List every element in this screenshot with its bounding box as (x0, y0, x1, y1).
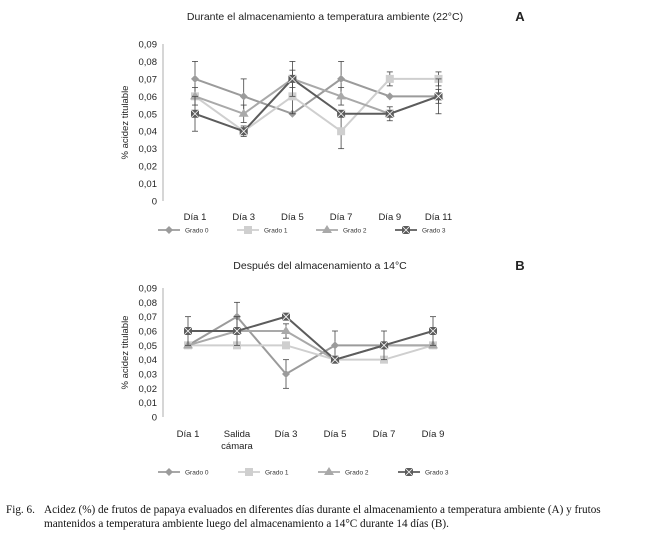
series-grado-1 (191, 71, 443, 150)
y-tick-label: 0,09 (139, 284, 158, 295)
y-tick-label: 0,04 (139, 127, 158, 138)
data-point (232, 326, 242, 336)
y-tick-label: 0,05 (139, 109, 158, 120)
legend-marker (245, 468, 253, 476)
chart-title: Durante el almacenamiento a temperatura … (187, 11, 463, 23)
y-tick-label: 0,03 (139, 370, 158, 381)
y-tick-label: 0,07 (139, 74, 158, 85)
series-line (194, 77, 439, 133)
series-line (188, 315, 434, 361)
caption-text: Acidez (%) de frutos de papaya evaluados… (44, 504, 601, 530)
y-tick-label: 0,08 (139, 298, 158, 309)
series-line (194, 77, 439, 133)
x-tick-label: Día 7 (373, 429, 396, 440)
series-line (187, 330, 433, 361)
y-tick-label: 0 (152, 197, 157, 208)
chart-title: Después del almacenamiento a 14°C (233, 260, 407, 272)
legend-label: Grado 0 (185, 228, 209, 235)
data-point (282, 341, 290, 350)
y-tick-label: 0,02 (139, 162, 158, 173)
data-point (434, 92, 443, 101)
legend-label: Grado 2 (343, 228, 367, 235)
data-point (281, 326, 291, 334)
data-point (385, 109, 395, 119)
x-tick-label: Día 1 (177, 429, 200, 440)
legend-label: Grado 1 (265, 470, 289, 477)
data-point (239, 92, 248, 101)
y-axis-label: % acidez titulable (120, 86, 131, 160)
legend-marker (165, 468, 173, 476)
y-tick-label: 0,09 (139, 40, 158, 51)
x-tick-label: Salida (224, 429, 251, 440)
data-point (379, 341, 389, 350)
x-tick-label: cámara (221, 441, 253, 452)
series-grado-2 (183, 323, 438, 363)
x-tick-label: Día 1 (184, 212, 207, 223)
series-grado-3 (183, 312, 438, 364)
y-tick-label: 0,02 (139, 384, 158, 395)
x-tick-label: Día 3 (232, 212, 255, 223)
x-tick-label: Día 3 (275, 429, 298, 440)
y-tick-label: 0,06 (139, 92, 158, 103)
data-point (331, 341, 339, 350)
y-tick-label: 0,06 (139, 327, 158, 338)
chart-b: Después del almacenamiento a 14°C B 0 0,01 0… (120, 258, 525, 477)
data-point (238, 108, 249, 117)
data-point (336, 91, 347, 100)
x-tick-label: Día 11 (425, 212, 452, 223)
x-tick-label: Día 9 (422, 429, 445, 440)
y-tick-label: 0,08 (139, 57, 158, 68)
data-point (428, 326, 438, 336)
data-point (239, 126, 248, 136)
y-tick-label: 0,01 (139, 398, 158, 409)
y-tick-label: 0 (152, 413, 157, 424)
legend-label: Grado 3 (425, 470, 449, 477)
series-grado-3 (190, 61, 443, 137)
legend: Grado 0 Grado 1 Grado 2 Grado 3 (158, 467, 449, 477)
data-point (330, 355, 340, 364)
y-tick-label: 0,05 (139, 341, 158, 352)
data-point (281, 312, 291, 321)
x-tick-label: Día 5 (324, 429, 347, 440)
x-tick-label: Día 7 (330, 212, 353, 223)
data-point (190, 91, 200, 100)
data-point (190, 109, 200, 119)
legend-label: Grado 0 (185, 470, 209, 477)
caption-label: Fig. 6. (6, 504, 35, 516)
panel-letter: B (515, 258, 524, 273)
figure-caption: Fig. 6. Acidez (%) de frutos de papaya e… (6, 503, 642, 531)
legend-marker (322, 225, 332, 233)
y-tick-label: 0,03 (139, 144, 158, 155)
data-point (336, 109, 346, 119)
data-point (385, 92, 394, 101)
data-point (282, 370, 290, 378)
legend-marker (244, 226, 252, 234)
legend-marker (165, 226, 173, 234)
y-tick-label: 0,04 (139, 355, 158, 366)
data-point (337, 127, 346, 136)
data-point (183, 326, 193, 336)
y-tick-label: 0,01 (139, 179, 158, 190)
legend-marker (324, 467, 334, 475)
series-grado-0 (191, 61, 443, 118)
legend-label: Grado 3 (422, 228, 446, 235)
series-line (188, 344, 434, 361)
data-point (385, 74, 394, 83)
x-tick-label: Día 5 (281, 212, 304, 223)
data-point (288, 74, 297, 84)
data-point (191, 74, 199, 83)
y-tick-label: 0,07 (139, 312, 158, 323)
legend: Grado 0 Grado 1 Grado 2 Grado 3 (158, 225, 446, 235)
legend-label: Grado 2 (345, 470, 369, 477)
x-tick-label: Día 9 (378, 212, 401, 223)
legend-label: Grado 1 (264, 228, 288, 235)
legend-marker (401, 225, 411, 235)
legend-marker (404, 467, 414, 477)
y-axis-label: % acidez titulable (120, 316, 131, 390)
panel-letter: A (515, 9, 525, 24)
chart-a: Durante el almacenamiento a temperatura … (120, 9, 525, 235)
data-point (337, 74, 346, 83)
